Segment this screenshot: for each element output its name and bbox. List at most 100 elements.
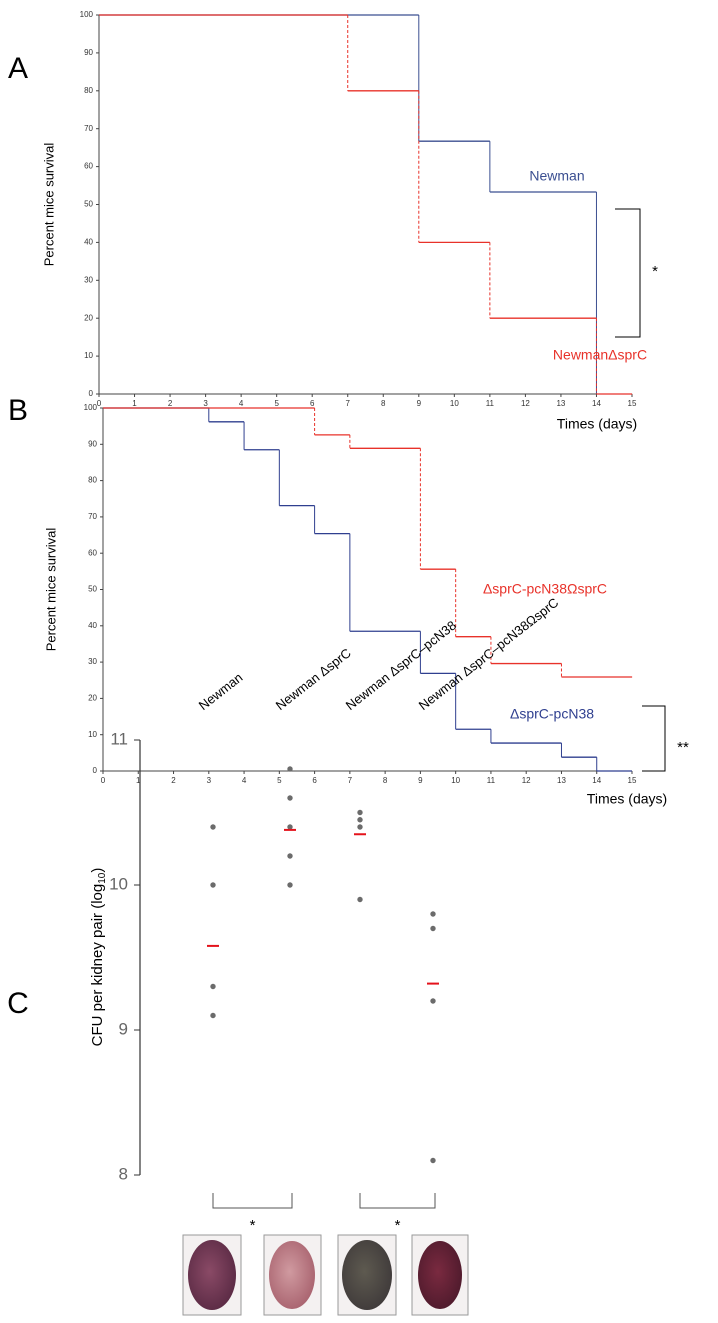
data-point	[357, 817, 363, 823]
y-label-text: )	[89, 868, 106, 873]
x-tick-label: 3	[207, 776, 212, 785]
x-tick-label: 6	[312, 776, 317, 785]
y-tick-label: 10	[109, 874, 128, 893]
significance: *	[652, 263, 658, 280]
y-tick-label: 70	[88, 512, 97, 521]
y-label-text: CFU per kidney pair (log	[89, 884, 106, 1047]
series-label: ΔsprC-pcN38	[510, 706, 594, 722]
category-label: Newman ΔsprC	[273, 645, 354, 713]
x-tick-label: 7	[346, 399, 351, 408]
data-point	[357, 809, 363, 816]
x-tick-label: 9	[417, 399, 422, 408]
x-tick-label: 15	[628, 776, 637, 785]
x-tick-label: 15	[628, 399, 637, 408]
significance: *	[395, 1217, 401, 1234]
x-tick-label: 14	[592, 776, 601, 785]
x-tick-label: 1	[136, 776, 141, 785]
data-point	[287, 853, 293, 859]
data-point	[287, 795, 293, 801]
data-point	[210, 882, 216, 888]
y-tick-label: 20	[84, 313, 93, 322]
x-tick-label: 7	[348, 776, 353, 785]
x-tick-label: 12	[521, 399, 530, 408]
x-axis-label: Times (days)	[587, 791, 667, 807]
significance-bracket	[359, 1193, 436, 1209]
category-label: Newman ΔsprC–pcN38ΩsprC	[416, 595, 562, 713]
y-tick-label: 90	[84, 48, 93, 57]
data-point	[210, 1012, 216, 1019]
data-point	[430, 925, 436, 932]
x-tick-label: 13	[556, 399, 565, 408]
x-tick-label: 5	[277, 776, 282, 785]
kidney	[269, 1241, 315, 1309]
y-axis-label: Percent mice survival	[43, 528, 58, 652]
x-tick-label: 10	[451, 776, 460, 785]
significance-bracket	[615, 208, 641, 338]
y-tick-label: 10	[84, 351, 93, 360]
x-tick-label: 8	[381, 399, 386, 408]
x-tick-label: 8	[383, 776, 388, 785]
significance-bracket	[212, 1193, 293, 1209]
significance-bracket	[642, 705, 666, 772]
x-tick-label: 13	[557, 776, 566, 785]
data-point	[430, 998, 436, 1004]
significance: **	[677, 739, 689, 756]
y-tick-label: 90	[88, 439, 97, 448]
y-label-subscript: 10	[97, 872, 108, 884]
x-tick-label: 14	[592, 399, 601, 408]
y-tick-label: 80	[88, 476, 97, 485]
panel-letter: A	[8, 52, 28, 85]
y-tick-label: 0	[89, 389, 94, 398]
panel-letter: C	[7, 987, 29, 1020]
y-tick-label: 100	[80, 10, 94, 19]
y-tick-label: 50	[84, 200, 93, 209]
data-point	[430, 911, 436, 917]
series-label: Newman	[529, 168, 584, 184]
x-tick-label: 10	[450, 399, 459, 408]
category-label: Newman	[196, 670, 246, 713]
x-tick-label: 3	[203, 399, 208, 408]
y-tick-label: 0	[93, 766, 98, 775]
y-tick-label: 20	[88, 694, 97, 703]
x-tick-label: 9	[418, 776, 423, 785]
y-tick-label: 9	[119, 1019, 128, 1038]
x-tick-label: 1	[132, 399, 137, 408]
x-tick-label: 2	[171, 776, 176, 785]
x-tick-label: 11	[486, 399, 495, 408]
data-point	[357, 896, 363, 903]
data-point	[357, 824, 363, 830]
series-label: ΔsprC-pcN38ΩsprC	[483, 581, 607, 597]
y-tick-label: 11	[110, 729, 128, 748]
x-tick-label: 2	[168, 399, 173, 408]
data-point	[287, 766, 293, 772]
x-tick-label: 0	[97, 399, 102, 408]
x-axis-label: Times (days)	[557, 416, 637, 432]
y-tick-label: 60	[88, 548, 97, 557]
kidney	[188, 1240, 236, 1310]
x-tick-label: 0	[101, 776, 106, 785]
kidney-images	[182, 1234, 469, 1316]
panel-letter: B	[8, 394, 28, 427]
y-tick-label: 40	[84, 238, 93, 247]
kidney	[342, 1240, 392, 1310]
x-tick-label: 4	[239, 399, 244, 408]
y-tick-label: 30	[88, 657, 97, 666]
y-axis-label: CFU per kidney pair (log10)	[89, 868, 108, 1047]
y-tick-label: 100	[84, 403, 98, 412]
x-tick-label: 12	[522, 776, 531, 785]
significance: *	[250, 1217, 256, 1234]
x-tick-label: 11	[487, 776, 496, 785]
y-tick-label: 8	[119, 1164, 128, 1183]
y-axis-label: Percent mice survival	[41, 143, 56, 267]
y-tick-label: 80	[84, 86, 93, 95]
data-point	[287, 824, 293, 830]
series-label: NewmanΔsprC	[553, 347, 647, 363]
y-tick-label: 50	[88, 585, 97, 594]
y-tick-label: 30	[84, 275, 93, 284]
y-tick-label: 10	[88, 730, 97, 739]
x-tick-label: 6	[310, 399, 315, 408]
data-point	[430, 1157, 436, 1164]
data-point	[287, 882, 293, 888]
y-tick-label: 70	[84, 124, 93, 133]
